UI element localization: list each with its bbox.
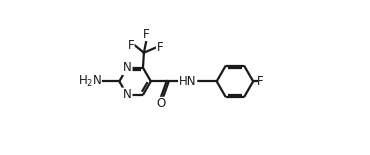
- Text: F: F: [157, 41, 163, 54]
- Text: H$_2$N: H$_2$N: [78, 74, 102, 89]
- Text: O: O: [156, 97, 165, 110]
- Text: N: N: [123, 89, 132, 102]
- Text: N: N: [123, 61, 132, 74]
- Text: F: F: [128, 39, 134, 52]
- Text: HN: HN: [179, 75, 196, 88]
- Text: F: F: [257, 75, 264, 88]
- Text: F: F: [143, 28, 149, 41]
